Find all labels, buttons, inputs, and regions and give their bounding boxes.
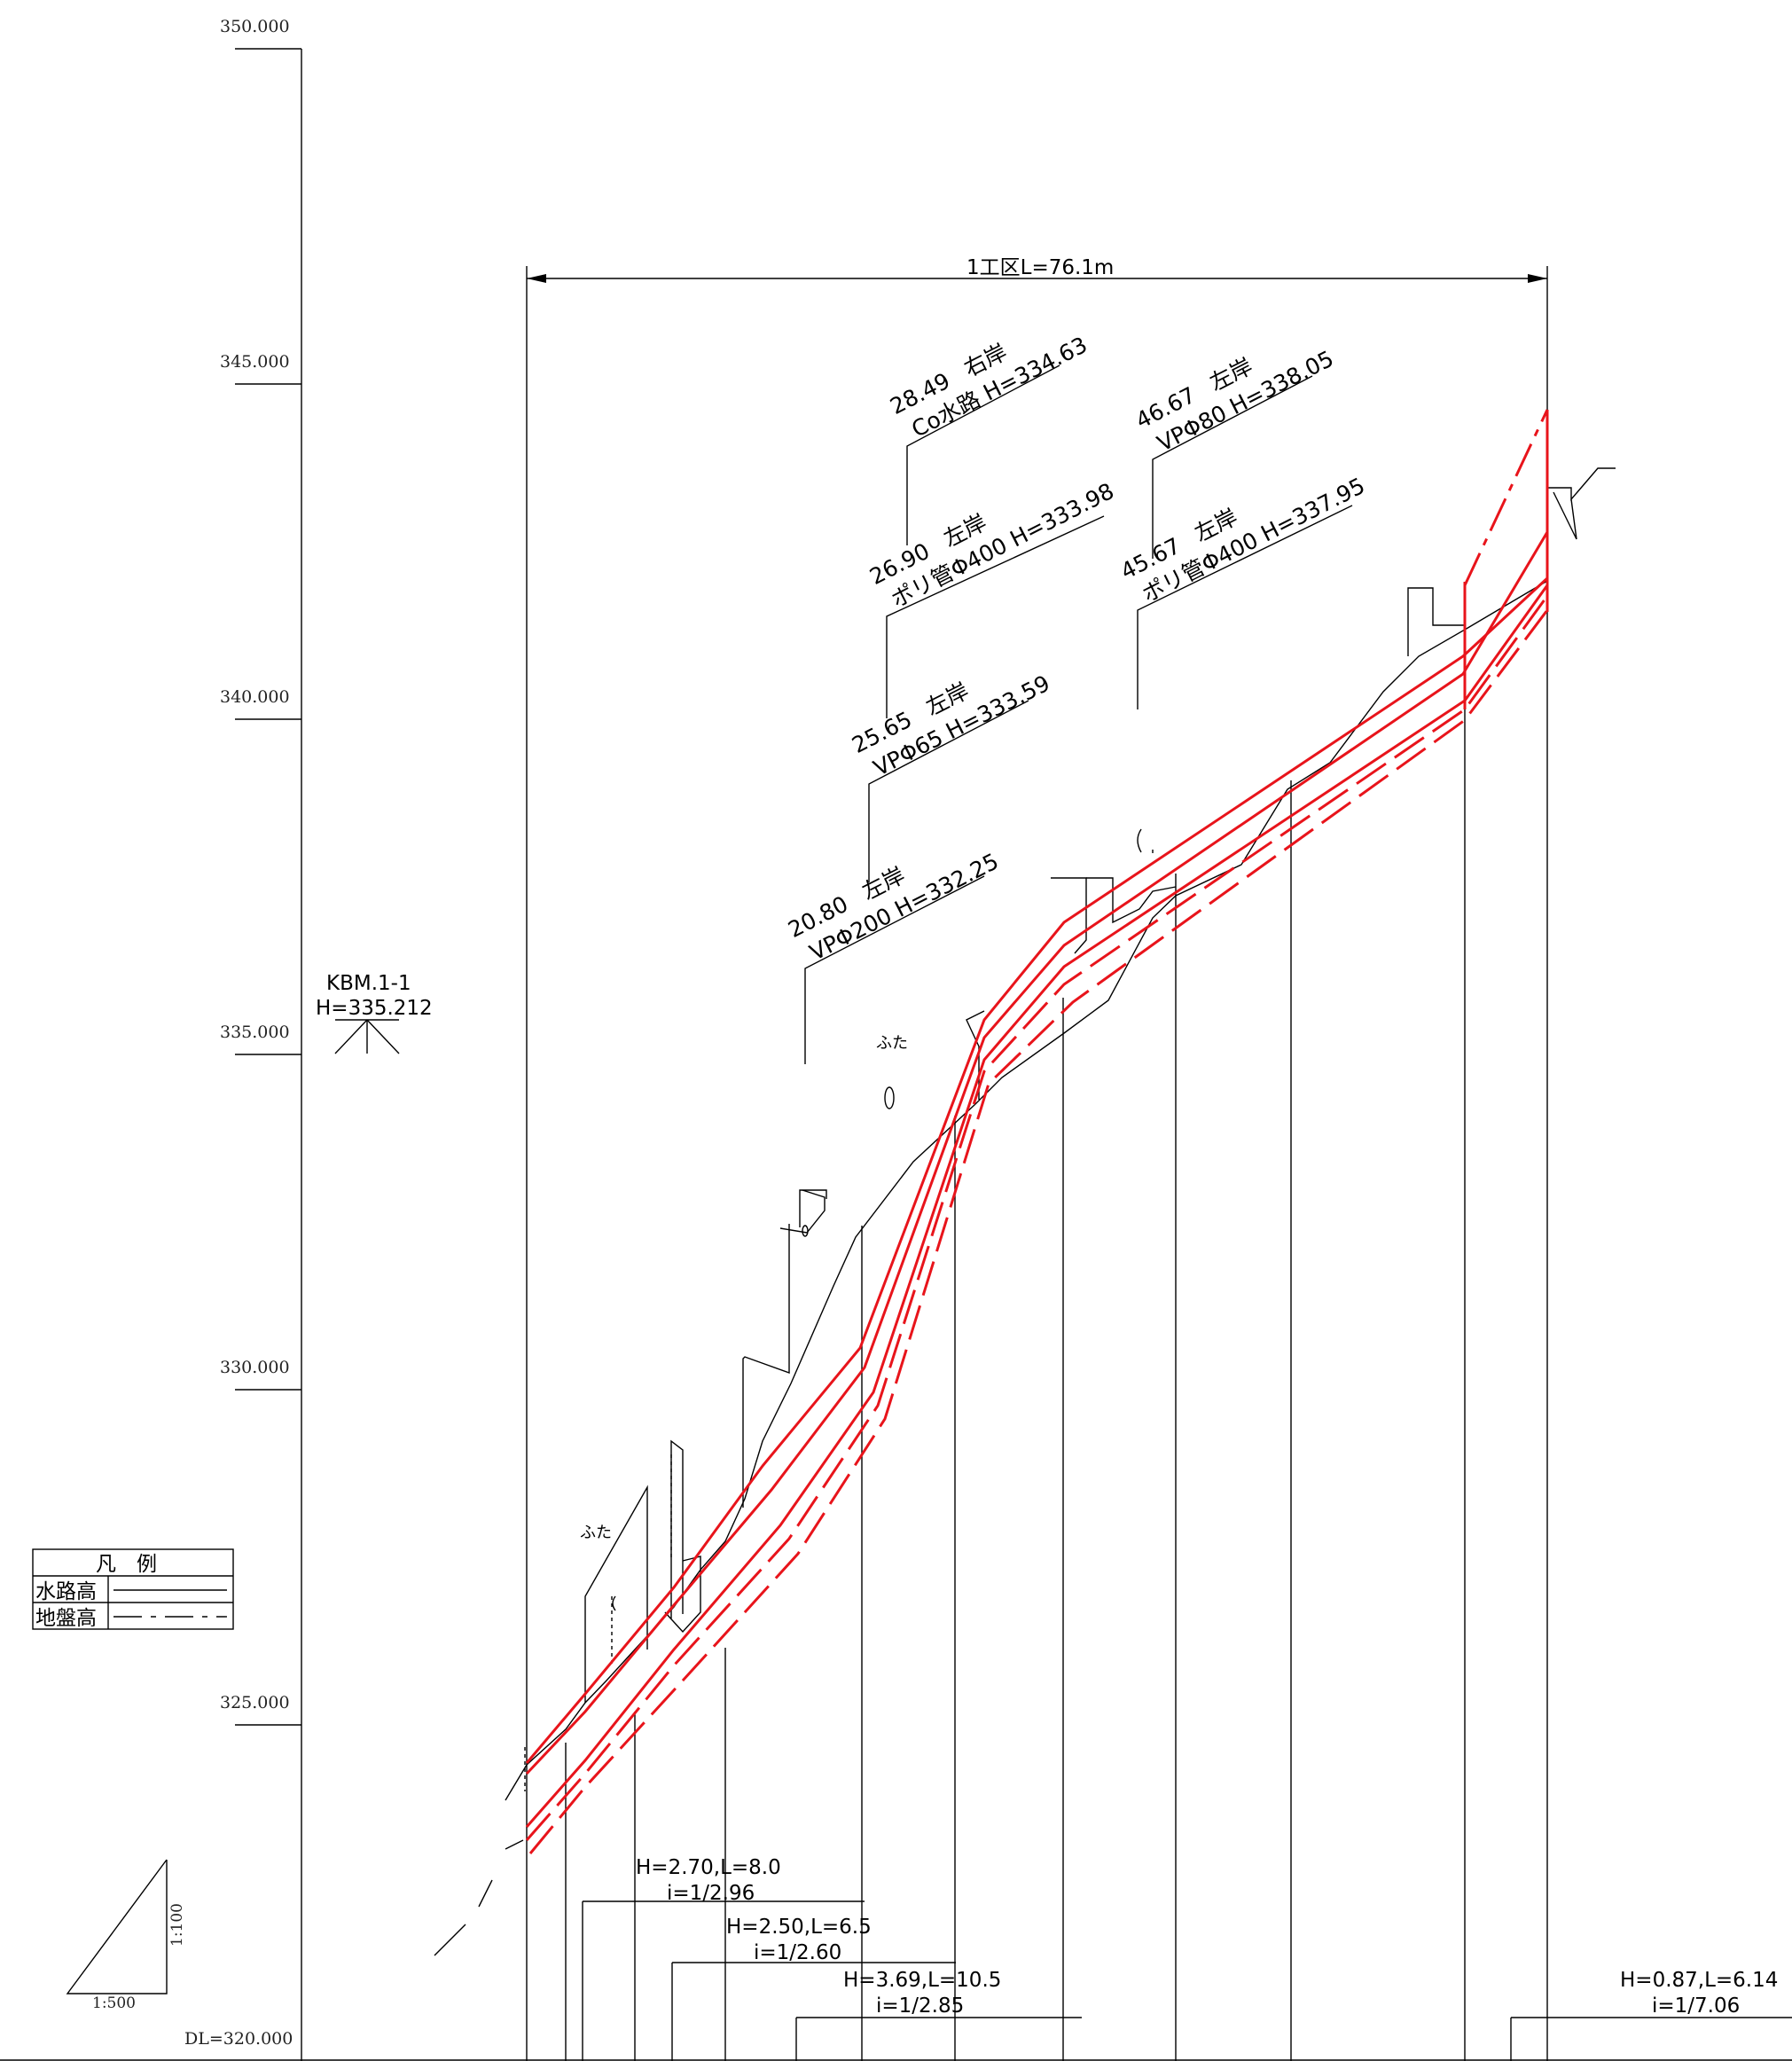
station-lines	[0, 612, 1792, 2061]
benchmark-name: KBM.1-1	[326, 972, 411, 995]
cover-label-upper: ふた	[876, 1034, 908, 1053]
benchmark-marker: KBM.1-1 H=335.212	[316, 972, 433, 1054]
section-dimension: 1工区L=76.1m	[526, 256, 1548, 2061]
slope-4-i: i=1/7.06	[1652, 1994, 1740, 2018]
elevation-tick-350: 350.000	[220, 17, 290, 36]
elevation-tick-325: 325.000	[220, 1693, 290, 1712]
design-profile	[525, 409, 1549, 1854]
slope-2-hl: H=2.50,L=6.5	[726, 1916, 872, 1939]
section-length-label: 1工区L=76.1m	[966, 256, 1114, 279]
elevation-axis: 350.000 345.000 340.000 335.000 330.000 …	[184, 17, 302, 2061]
slope-brackets	[582, 1900, 1792, 2061]
cover-label-lower: ふた	[580, 1524, 612, 1542]
design-line-chain	[1463, 409, 1549, 586]
elevation-tick-335: 335.000	[220, 1023, 290, 1042]
legend: 凡 例 水路高 地盤高	[32, 1548, 234, 1630]
annotation-leaders	[804, 364, 1353, 1064]
slope-1-i: i=1/2.96	[667, 1882, 755, 1905]
elevation-tick-345: 345.000	[220, 352, 290, 372]
legend-title: 凡 例	[96, 1553, 157, 1576]
slope-1-hl: H=2.70,L=8.0	[636, 1856, 781, 1879]
design-line-dashed-2	[528, 609, 1549, 1854]
benchmark-height: H=335.212	[316, 997, 433, 1020]
scale-horizontal: 1:500	[92, 1994, 136, 2012]
slope-labels: H=2.70,L=8.0 i=1/2.96 H=2.50,L=6.5 i=1/2…	[636, 1856, 1778, 2018]
datum-label: DL=320.000	[184, 2029, 293, 2049]
scale-vertical: 1:100	[168, 1903, 186, 1947]
design-line-3	[525, 584, 1549, 1828]
design-line-2	[525, 531, 1549, 1775]
elevation-tick-330: 330.000	[220, 1358, 290, 1377]
slope-3-i: i=1/2.85	[876, 1994, 964, 2018]
slope-3-hl: H=3.69,L=10.5	[843, 1969, 1001, 1992]
design-line-top	[525, 576, 1549, 1764]
design-line-dashed-1	[525, 595, 1549, 1841]
elevation-tick-340: 340.000	[220, 687, 290, 707]
legend-label-waterway: 水路高	[35, 1580, 97, 1603]
existing-ground	[434, 467, 1616, 1956]
legend-label-ground: 地盤高	[35, 1607, 97, 1630]
scale-triangle: 1:100 1:500	[66, 1859, 186, 2012]
annotations: 28.49右岸 Co水路 H=334.63 26.90左岸 ポリ管Φ400 H=…	[784, 332, 1369, 966]
slope-4-hl: H=0.87,L=6.14	[1620, 1969, 1778, 1992]
slope-2-i: i=1/2.60	[754, 1941, 841, 1964]
